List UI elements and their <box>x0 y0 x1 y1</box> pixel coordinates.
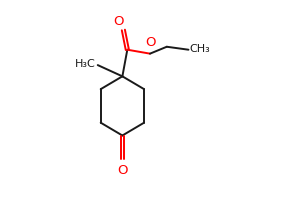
Text: H₃C: H₃C <box>75 59 96 69</box>
Text: O: O <box>146 36 156 49</box>
Text: CH₃: CH₃ <box>189 44 210 54</box>
Text: O: O <box>117 164 128 177</box>
Text: O: O <box>113 15 124 28</box>
